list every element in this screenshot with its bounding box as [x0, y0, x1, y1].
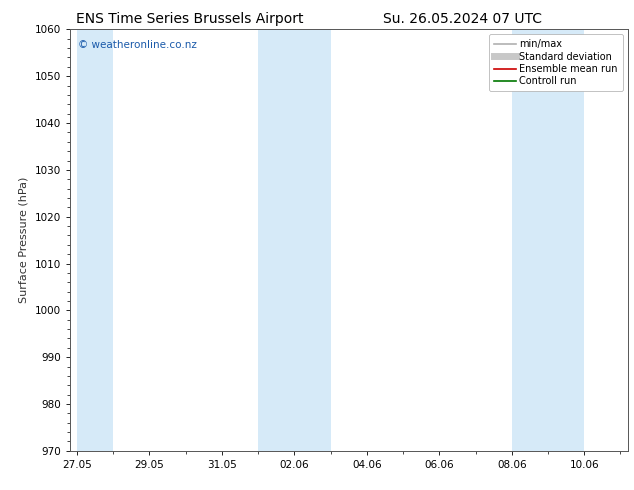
Text: ENS Time Series Brussels Airport: ENS Time Series Brussels Airport — [77, 12, 304, 26]
Legend: min/max, Standard deviation, Ensemble mean run, Controll run: min/max, Standard deviation, Ensemble me… — [489, 34, 623, 91]
Text: © weatheronline.co.nz: © weatheronline.co.nz — [78, 40, 197, 50]
Text: Su. 26.05.2024 07 UTC: Su. 26.05.2024 07 UTC — [384, 12, 542, 26]
Y-axis label: Surface Pressure (hPa): Surface Pressure (hPa) — [19, 177, 29, 303]
Bar — [512, 29, 584, 451]
Bar — [258, 29, 330, 451]
Bar — [77, 29, 113, 451]
